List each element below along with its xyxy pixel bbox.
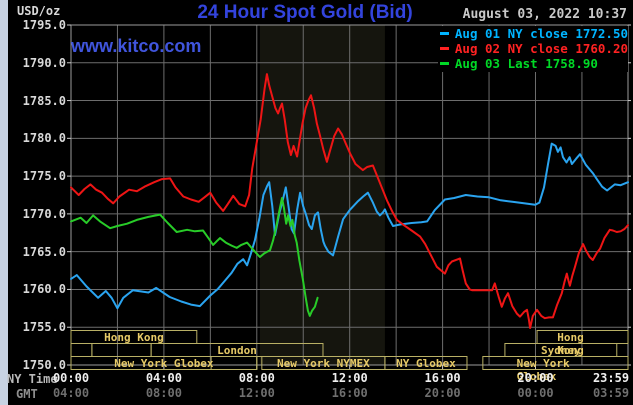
session-label: Hong Kong <box>104 331 164 344</box>
y-axis-unit-label: USD/oz <box>17 4 61 18</box>
session-label: NY Globex <box>396 357 456 370</box>
legend-row-aug03: Aug 03 Last 1758.90 <box>439 56 628 71</box>
session-label: Hong Kong <box>557 331 584 357</box>
x-axis-label-gmt: 16:00 <box>331 386 368 400</box>
x-axis-label-ny: 16:00 <box>424 371 461 385</box>
y-axis-label: 1770.0 <box>22 206 66 221</box>
y-axis-label: 1775.0 <box>22 169 66 184</box>
session-label: New York Globex <box>114 357 214 370</box>
legend-backing <box>438 26 628 72</box>
y-axis-label: 1795.0 <box>22 18 66 32</box>
legend-label-aug03: Aug 03 Last <box>454 56 538 71</box>
x-axis-label-ny: 23:59 <box>592 371 630 385</box>
x-axis-label-ny: 08:00 <box>238 371 275 385</box>
y-axis-label: 1755.0 <box>22 320 66 335</box>
legend-label-aug02: Aug 02 NY close <box>454 41 568 56</box>
gmt-axis-caption: GMT <box>16 387 38 401</box>
x-axis-label-gmt: 20:00 <box>424 386 461 400</box>
legend-value-aug01: 1772.50 <box>575 26 628 41</box>
y-axis-label: 1785.0 <box>22 93 66 108</box>
session-label: London <box>217 344 257 357</box>
x-axis-label-gmt: 00:00 <box>517 386 554 400</box>
y-axis-label: 1765.0 <box>22 244 66 259</box>
y-axis-label: 1790.0 <box>22 55 66 70</box>
kitco-link[interactable]: www.kitco.com <box>71 36 202 56</box>
chart-datetime: August 03, 2022 10:37 <box>462 7 627 22</box>
legend-marker-aug01 <box>439 32 449 35</box>
legend-value-aug02: 1760.20 <box>575 41 628 56</box>
x-axis-label-gmt: 08:00 <box>145 386 182 400</box>
x-axis-label-ny: 04:00 <box>145 371 182 385</box>
legend: Aug 01 NY close 1772.50 Aug 02 NY close … <box>439 26 628 71</box>
x-axis-label-ny: 20:00 <box>517 371 554 385</box>
x-axis-label-gmt: 03:59 <box>592 386 630 400</box>
window-edge-strip <box>0 0 8 405</box>
chart-title: 24 Hour Spot Gold (Bid) <box>197 2 413 23</box>
y-axis-label: 1750.0 <box>22 358 66 372</box>
price-line-aug-03 <box>70 197 319 317</box>
session-box <box>384 356 468 370</box>
ny-time-axis-caption: NY Time <box>7 372 58 386</box>
session-label: Sydney <box>540 344 581 357</box>
y-axis-label: 1780.0 <box>22 131 66 146</box>
session-label: New York Globex <box>516 357 570 383</box>
legend-marker-aug02 <box>439 47 449 50</box>
x-axis-label-ny: 00:00 <box>52 371 90 385</box>
price-line-aug-02 <box>70 73 629 329</box>
legend-marker-aug03 <box>439 62 449 65</box>
x-axis-label-gmt: 04:00 <box>52 386 90 400</box>
y-axis-label: 1760.0 <box>22 282 66 297</box>
x-axis-label-gmt: 12:00 <box>238 386 275 400</box>
session-box <box>70 343 93 357</box>
legend-value-aug03: 1758.90 <box>545 56 598 71</box>
session-box <box>482 356 629 370</box>
legend-row-aug01: Aug 01 NY close 1772.50 <box>439 26 628 41</box>
session-box <box>210 356 258 370</box>
price-line-aug-01 <box>70 142 629 310</box>
legend-row-aug02: Aug 02 NY close 1760.20 <box>439 41 628 56</box>
session-label: New York NYMEX <box>277 357 370 370</box>
x-axis-label-ny: 12:00 <box>331 371 368 385</box>
legend-label-aug01: Aug 01 NY close <box>454 26 568 41</box>
session-box <box>91 343 152 357</box>
